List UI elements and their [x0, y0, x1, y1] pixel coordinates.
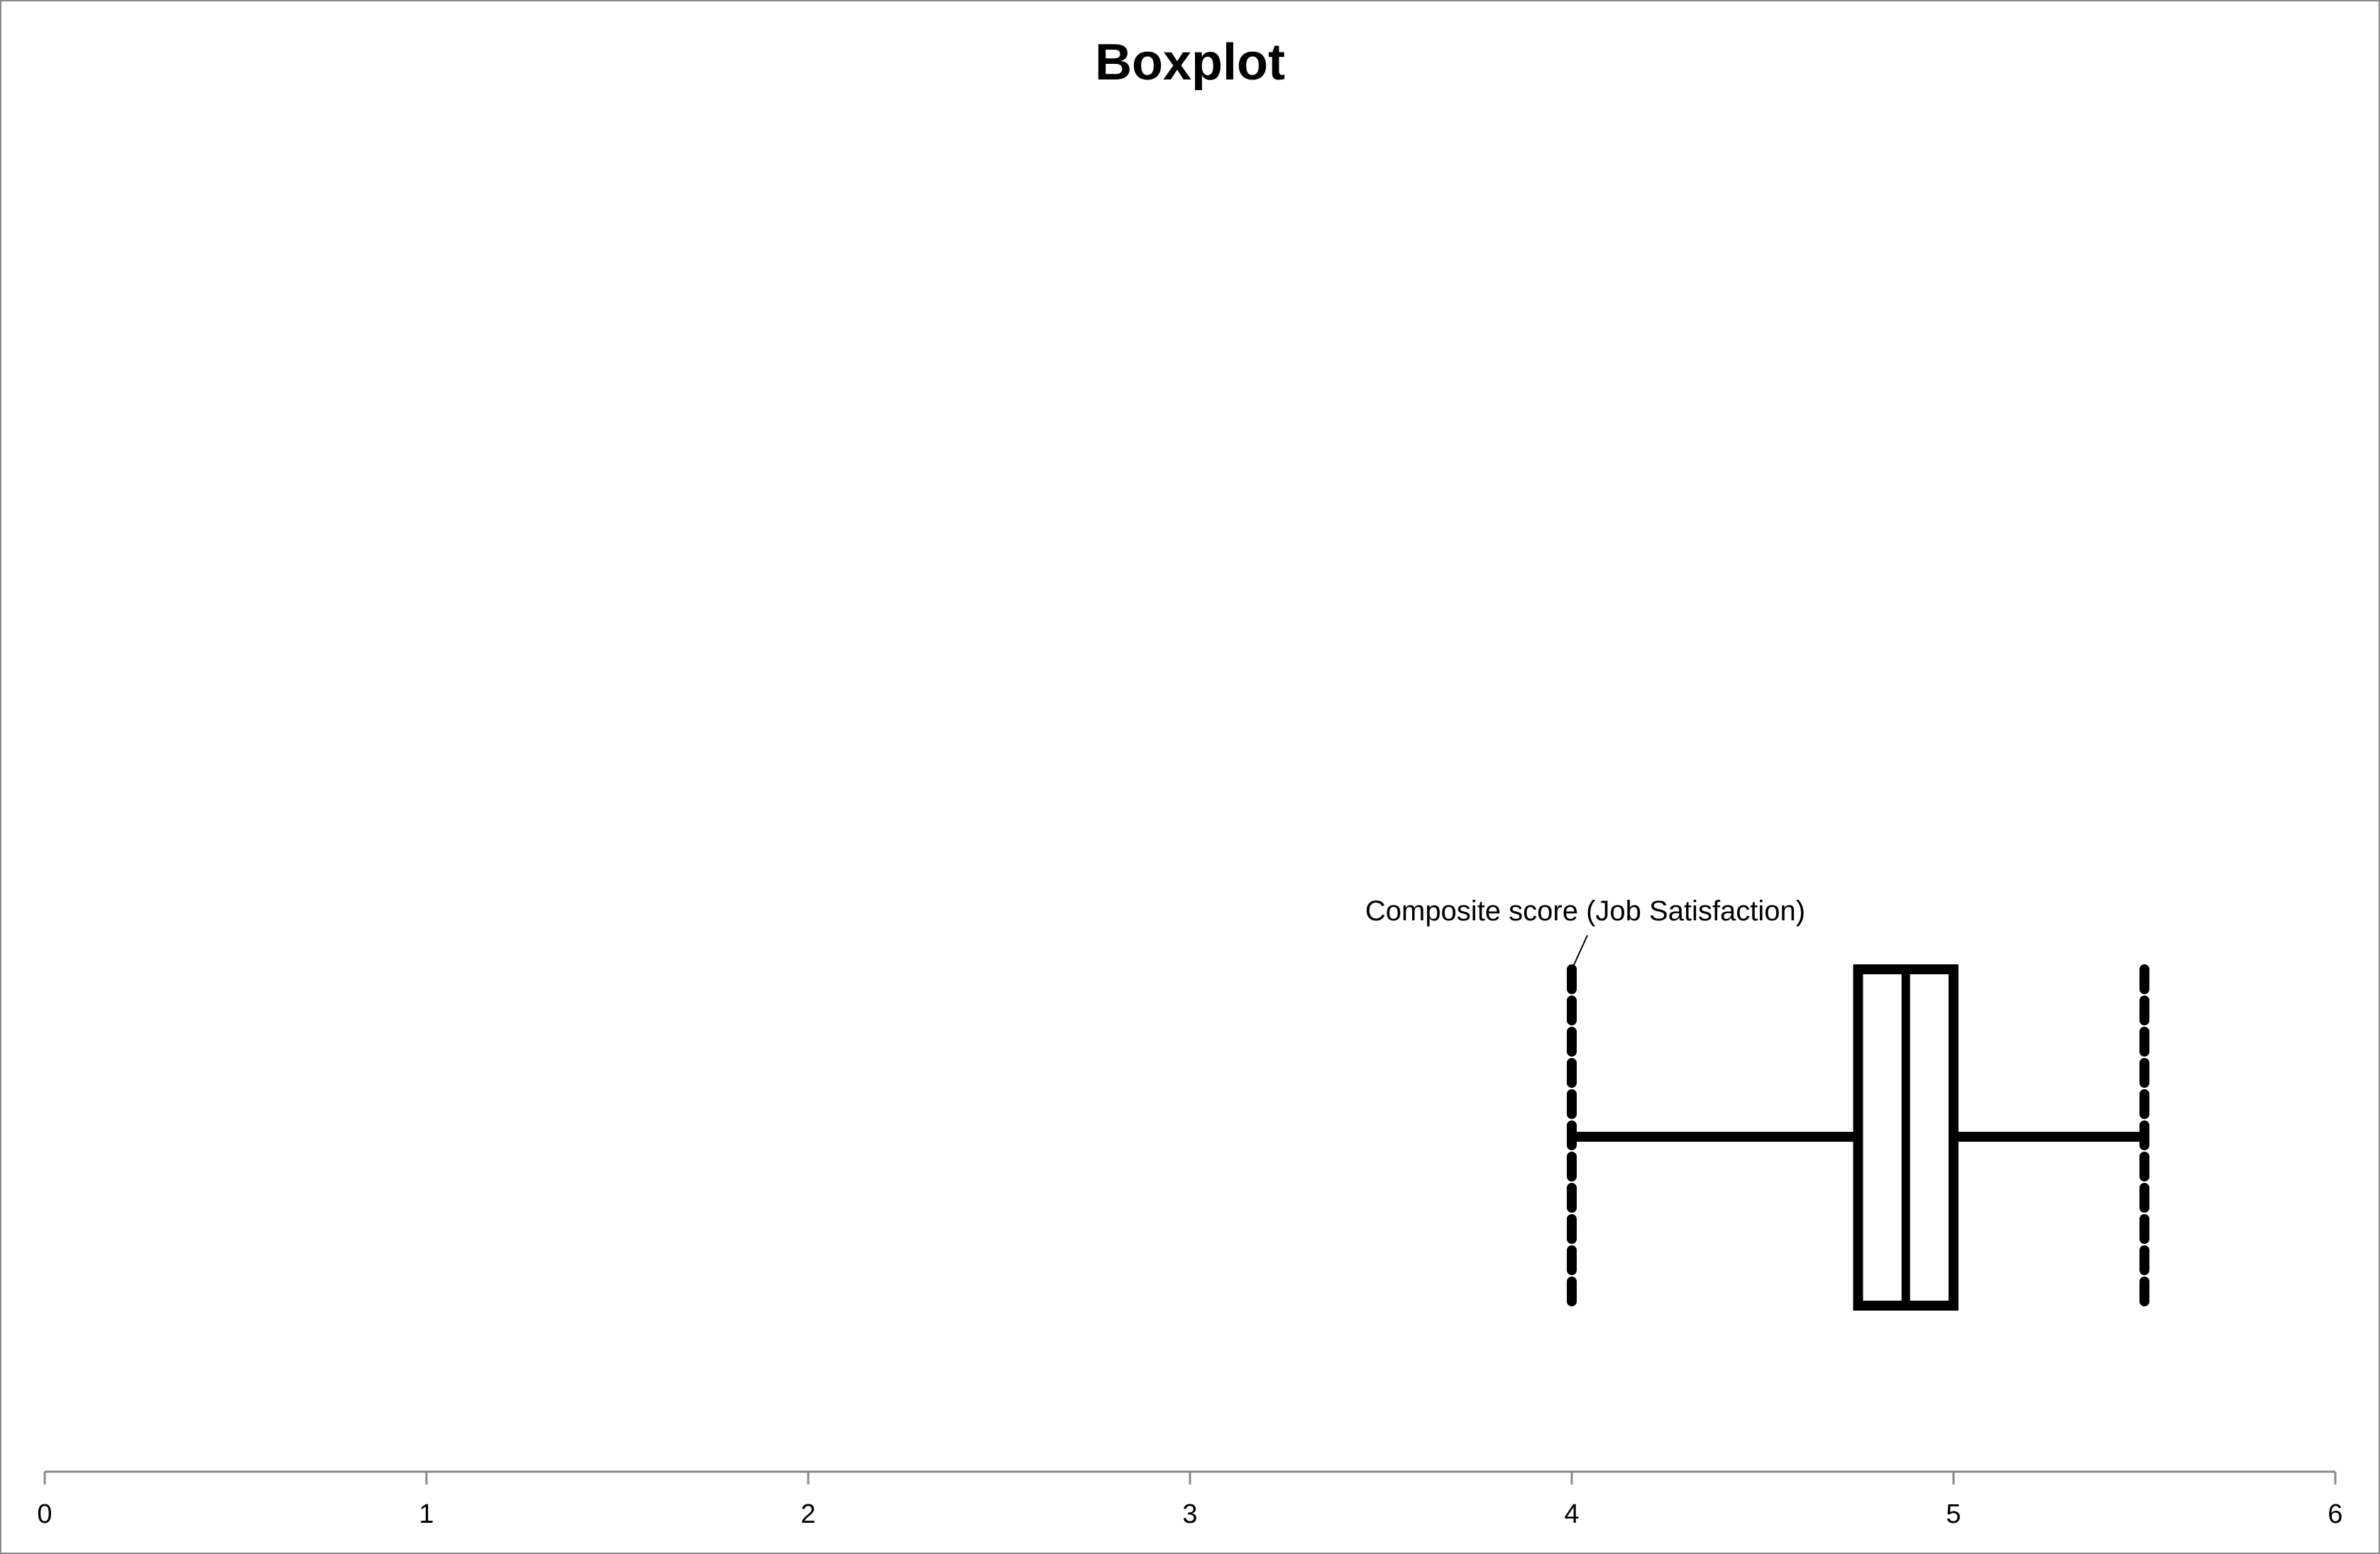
- chart-title: Boxplot: [1095, 34, 1285, 91]
- x-tick-label-0: 0: [37, 1499, 52, 1529]
- x-tick-label-6: 6: [2327, 1499, 2342, 1529]
- boxplot-series: [1567, 964, 2149, 1311]
- x-tick-label-5: 5: [1946, 1499, 1961, 1529]
- series-label: Composite score (Job Satisfaction): [1365, 896, 1805, 927]
- x-tick-label-1: 1: [419, 1499, 434, 1529]
- x-tick-label-3: 3: [1182, 1499, 1197, 1529]
- series-label-leader: [1572, 935, 1588, 967]
- x-axis-ticks: 0 1 2 3 4 5 6: [37, 1472, 2343, 1529]
- x-tick-label-2: 2: [800, 1499, 815, 1529]
- x-tick-label-4: 4: [1564, 1499, 1579, 1529]
